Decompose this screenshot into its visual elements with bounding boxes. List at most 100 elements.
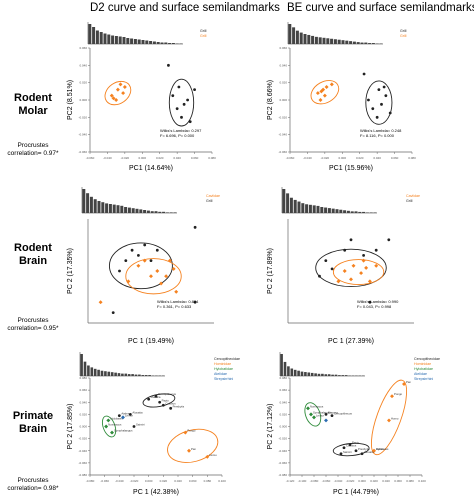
y-tick-label: 0.040 (79, 400, 87, 404)
x-tick-label: -0.100 (298, 479, 307, 483)
data-point-black (318, 274, 321, 278)
histogram-bar (299, 32, 303, 44)
x-axis-label: PC 1 (19.49%) (128, 338, 174, 345)
data-point-black (177, 85, 181, 89)
point-label: Hylobates (110, 416, 123, 420)
stats-annotation: F= 0.043, P= 0.998 (357, 304, 392, 309)
data-point-orange (324, 85, 329, 89)
data-point-black (367, 98, 370, 102)
data-point-black (124, 259, 128, 262)
histogram-bar (116, 205, 120, 213)
histogram-bar (304, 372, 307, 376)
y-tick-label: 0.020 (279, 412, 287, 416)
histogram-bar (162, 211, 166, 213)
histogram-bar (92, 27, 96, 44)
histogram-bar (100, 370, 104, 376)
x-tick-label: 0.040 (173, 156, 181, 160)
histogram-bar (322, 37, 326, 44)
y-tick-label: -0.080 (278, 473, 287, 477)
data-point-orange (336, 279, 341, 284)
histogram-bar (145, 40, 149, 44)
histogram-bar (321, 373, 324, 376)
histogram-bar (156, 42, 160, 44)
y-axis-label: PC 2 (17.89%) (267, 248, 274, 294)
data-point-black (128, 412, 132, 416)
data-point-black (375, 115, 379, 119)
data-point-black (186, 98, 189, 102)
histogram-bar (335, 209, 339, 213)
histogram-bar (131, 374, 134, 376)
data-point-black (388, 111, 392, 115)
y-tick-label: -0.060 (78, 461, 87, 465)
chart-rodent-molar-be: -0.060 -0.040 -0.020 0.000 0.020 0.040 0.060 0.… (267, 22, 416, 172)
histogram-bar (286, 193, 290, 213)
legend-entry: Caviidae (206, 194, 220, 198)
data-point-black (171, 94, 175, 98)
data-point-black (377, 88, 381, 91)
y-tick-label: 0.060 (279, 46, 287, 50)
data-point-black (362, 254, 365, 257)
histogram-bar (364, 42, 368, 44)
data-point-orange (164, 274, 169, 279)
histogram-bar (288, 24, 292, 44)
y-tick-label: -0.040 (78, 449, 87, 453)
data-point-orange (149, 274, 153, 279)
data-point-black (132, 425, 136, 428)
corr-line: Procrustes (17, 142, 49, 149)
histogram-bar (301, 203, 305, 213)
histogram-bar (122, 37, 126, 44)
data-point-blue (324, 418, 328, 423)
histogram-inset (287, 22, 383, 45)
confidence-ellipse-green (101, 415, 117, 438)
point-label: Cercopithecus (158, 392, 176, 396)
histogram-bar (331, 374, 334, 376)
histogram-bar (179, 43, 183, 44)
histogram-bar (310, 372, 314, 376)
histogram-bar (99, 32, 103, 44)
histogram-bar (107, 34, 111, 44)
histogram-bar (114, 372, 117, 376)
x-tick-label: 0.080 (204, 479, 212, 483)
data-point-orange (364, 265, 369, 270)
histogram-bar (316, 205, 320, 213)
histogram-bar (110, 372, 114, 376)
y-tick-label: 0.060 (79, 46, 87, 50)
point-label: Nomascus (108, 423, 122, 427)
histogram-bar (141, 375, 145, 376)
histogram-bar (297, 370, 300, 376)
histogram-bar (126, 38, 130, 44)
legend-entry: Cercopithecidae (414, 357, 440, 361)
histogram-bar (111, 35, 115, 44)
point-label: Symphalangus (313, 410, 332, 414)
data-point-black (167, 63, 170, 67)
histogram-bar (292, 27, 296, 44)
histogram-bar (149, 41, 153, 44)
confidence-ellipse-black (168, 78, 195, 127)
data-point-black (137, 254, 140, 257)
x-tick-label: 0.000 (339, 156, 347, 160)
column-title-be: BE curve and surface semilandmarks (287, 2, 474, 14)
histogram-bar (324, 374, 328, 376)
y-tick-label: 0.080 (279, 376, 287, 380)
y-tick-label: -0.040 (278, 133, 287, 137)
data-point-orange (171, 266, 176, 271)
point-label: Saimiri (343, 450, 352, 454)
legend-entry: Grill (200, 34, 207, 38)
y-tick-label: -0.020 (78, 437, 87, 441)
y-tick-label: 0.040 (279, 63, 287, 67)
x-tick-label: 0.020 (370, 479, 378, 483)
histogram-bar (305, 204, 309, 213)
confidence-ellipse-black (365, 80, 393, 125)
x-tick-label: 0.100 (218, 479, 226, 483)
histogram-bar (327, 208, 331, 213)
data-point-black (154, 394, 158, 398)
histogram-bar (120, 205, 124, 213)
point-label: Colobus (346, 444, 357, 448)
histogram-bar (307, 34, 311, 44)
x-tick-label: 0.080 (208, 156, 216, 160)
confidence-ellipse-orange (167, 428, 219, 463)
legend-entry: Grill (206, 199, 213, 203)
histogram-inset (81, 187, 177, 214)
histogram-bar (90, 367, 94, 376)
